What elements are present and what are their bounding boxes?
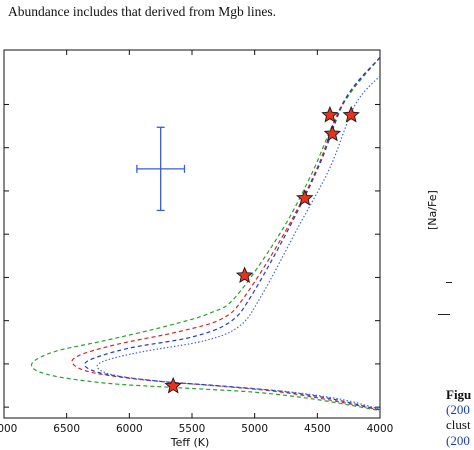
plot-frame	[3, 49, 381, 419]
star-marker	[342, 105, 360, 123]
x-tick-label: 4500	[304, 423, 331, 435]
isochrone-line	[83, 57, 380, 411]
x-tick-label: 4000	[367, 423, 394, 435]
star-marker	[296, 189, 314, 206]
star-marker	[321, 105, 339, 123]
figure-caption-label: Figu	[446, 387, 472, 402]
plot-axes	[3, 49, 381, 419]
isochrone-curves	[30, 57, 380, 412]
star-marker	[235, 266, 254, 284]
star-marker	[323, 124, 342, 142]
x-tick-label: 5500	[179, 423, 206, 435]
star-markers	[164, 105, 360, 394]
isochrone-line	[96, 75, 380, 410]
x-axis-label: Teff (K)	[170, 436, 210, 449]
right-panel-ylabel-wrap: [Na/Fe]	[418, 190, 458, 236]
right-panel-tick	[438, 314, 450, 315]
caption-top: Abundance includes that derived from Mgb…	[8, 4, 277, 19]
figure-caption-ref[interactable]: (200	[446, 433, 470, 448]
x-tick-label: 6500	[53, 423, 80, 435]
error-bar	[136, 126, 186, 212]
star-marker	[164, 376, 182, 394]
isochrone-line	[30, 57, 380, 412]
x-tick-label: 7000	[0, 423, 17, 435]
x-tick-label: 6000	[116, 423, 143, 435]
figure-caption-text: clust	[446, 417, 471, 432]
right-panel-ylabel: [Na/Fe]	[426, 190, 439, 230]
isochrone-line	[71, 57, 380, 411]
x-tick-label: 5000	[241, 423, 268, 435]
right-panel-tick	[446, 282, 452, 283]
figure-caption-ref[interactable]: (200	[446, 402, 470, 417]
x-axis-ticks: 7000 6500 6000 5500 5000 4500 4000	[0, 50, 393, 435]
